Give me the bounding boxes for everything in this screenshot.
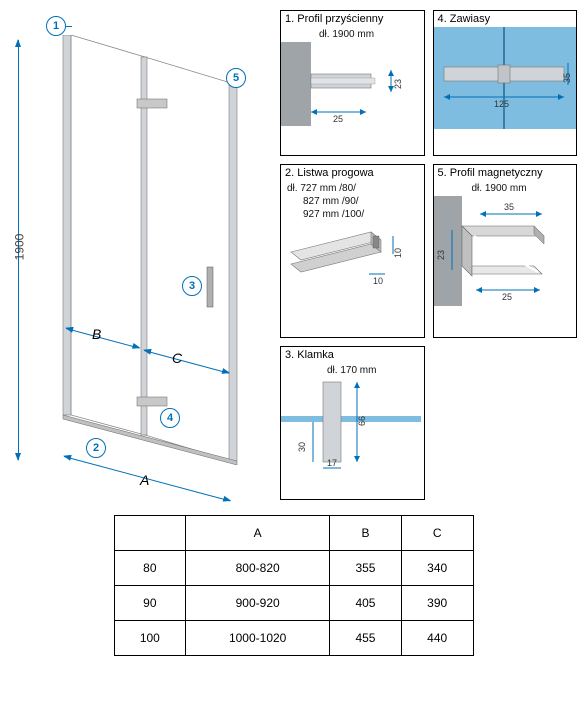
panel-5: 5. Profil magnetyczny dł. 1900 mm 35 bbox=[433, 164, 578, 338]
panel-2: 2. Listwa progowa dł. 727 mm /80/ 827 mm… bbox=[280, 164, 425, 338]
panel-1-svg: 25 23 bbox=[281, 42, 421, 126]
callout-1: 1 bbox=[46, 16, 66, 36]
panel-2-l2: 827 mm /90/ bbox=[281, 196, 424, 209]
svg-text:23: 23 bbox=[436, 250, 446, 260]
door-svg bbox=[55, 35, 255, 465]
svg-text:125: 125 bbox=[494, 99, 509, 109]
svg-text:25: 25 bbox=[502, 292, 512, 302]
svg-text:25: 25 bbox=[333, 114, 343, 124]
svg-text:30: 30 bbox=[297, 442, 307, 452]
table-header-row: A B C bbox=[114, 516, 473, 551]
callout-3: 3 bbox=[182, 276, 202, 296]
top-section: 1900 1 5 3 4 2 bbox=[10, 10, 577, 500]
dimensions-table: A B C 80 800-820 355 340 90 900-920 405 … bbox=[114, 515, 474, 656]
panel-5-length: dł. 1900 mm bbox=[466, 181, 577, 196]
svg-text:10: 10 bbox=[393, 248, 403, 258]
table-row: 90 900-920 405 390 bbox=[114, 586, 473, 621]
detail-panels: 1. Profil przyścienny dł. 1900 mm 25 23 bbox=[280, 10, 577, 500]
svg-text:66: 66 bbox=[357, 416, 367, 426]
svg-text:23: 23 bbox=[393, 79, 403, 89]
dim-C-label: C bbox=[172, 350, 182, 366]
panel-5-svg: 35 23 25 bbox=[434, 196, 574, 306]
panel-1: 1. Profil przyścienny dł. 1900 mm 25 23 bbox=[280, 10, 425, 156]
th-A: A bbox=[186, 516, 330, 551]
th-blank bbox=[114, 516, 186, 551]
callout-2: 2 bbox=[86, 438, 106, 458]
panel-3: 3. Klamka dł. 170 mm 66 30 17 bbox=[280, 346, 425, 500]
main-door-diagram: 1900 1 5 3 4 2 bbox=[10, 10, 270, 500]
panel-3-length: dł. 170 mm bbox=[321, 363, 424, 378]
svg-text:35: 35 bbox=[562, 73, 572, 83]
panel-4: 4. Zawiasy 125 35 bbox=[433, 10, 578, 156]
th-C: C bbox=[401, 516, 473, 551]
table-row: 100 1000-1020 455 440 bbox=[114, 621, 473, 656]
callout-5: 5 bbox=[226, 68, 246, 88]
panel-1-title: 1. Profil przyścienny bbox=[281, 11, 424, 27]
panel-5-title: 5. Profil magnetyczny bbox=[434, 165, 577, 181]
panel-2-l1: dł. 727 mm /80/ bbox=[281, 181, 424, 196]
panel-3-title: 3. Klamka bbox=[281, 347, 424, 363]
svg-text:10: 10 bbox=[373, 276, 383, 286]
panel-4-svg: 125 35 bbox=[434, 27, 574, 129]
height-label: 1900 bbox=[12, 234, 26, 261]
callout-4: 4 bbox=[160, 408, 180, 428]
svg-text:35: 35 bbox=[504, 202, 514, 212]
panel-2-svg: 10 10 bbox=[281, 222, 421, 294]
panel-2-l3: 927 mm /100/ bbox=[281, 209, 424, 222]
panel-1-length: dł. 1900 mm bbox=[313, 27, 424, 42]
table-row: 80 800-820 355 340 bbox=[114, 551, 473, 586]
svg-text:17: 17 bbox=[327, 458, 337, 468]
panel-4-title: 4. Zawiasy bbox=[434, 11, 577, 27]
dim-B-label: B bbox=[92, 326, 101, 342]
empty-cell bbox=[433, 346, 578, 500]
panel-2-title: 2. Listwa progowa bbox=[281, 165, 424, 181]
panel-3-svg: 66 30 17 bbox=[281, 378, 421, 470]
dim-A-label: A bbox=[140, 472, 149, 488]
th-B: B bbox=[330, 516, 402, 551]
